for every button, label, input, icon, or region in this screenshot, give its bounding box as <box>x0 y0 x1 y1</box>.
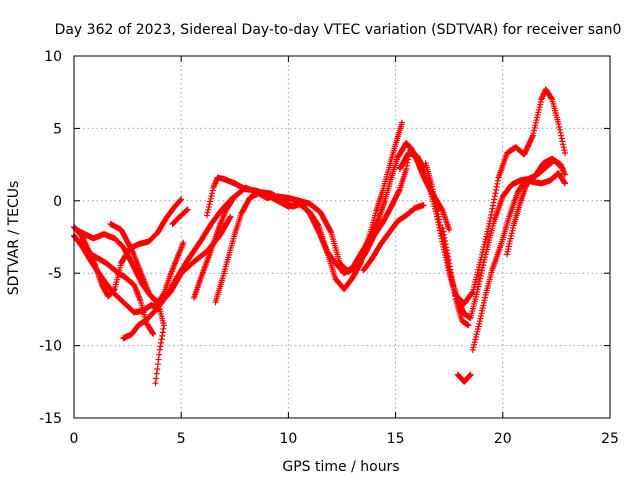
y-tick-label: -10 <box>39 339 62 355</box>
series-sat-g <box>169 206 191 227</box>
x-tick-label: 5 <box>177 431 186 447</box>
series-sat-b <box>71 232 167 387</box>
data-markers <box>71 86 568 387</box>
series-sat-p <box>469 170 568 353</box>
point-markers <box>439 225 472 329</box>
series-sat-e <box>107 221 187 307</box>
x-tick-label: 20 <box>494 431 512 447</box>
point-markers <box>169 206 191 227</box>
plot-frame <box>73 55 611 419</box>
series-sat-q <box>504 155 568 258</box>
point-markers <box>469 170 568 353</box>
x-tick-label: 25 <box>601 431 619 447</box>
point-markers <box>71 232 167 387</box>
x-axis-label: GPS time / hours <box>282 459 399 475</box>
axis-ticks: 0 5 10 15 20 25 -15 -10 -5 0 5 10 <box>39 49 619 447</box>
y-axis-label: SDTVAR / TECUs <box>6 181 22 296</box>
y-tick-label: 0 <box>53 194 62 210</box>
y-tick-label: 5 <box>53 121 62 137</box>
point-markers <box>107 221 187 307</box>
y-tick-label: -5 <box>48 266 62 282</box>
x-tick-label: 0 <box>70 431 79 447</box>
y-tick-label: -15 <box>39 411 62 427</box>
chart-title: Day 362 of 2023, Sidereal Day-to-day VTE… <box>55 22 622 38</box>
x-tick-label: 15 <box>387 431 405 447</box>
series-sat-o <box>454 371 474 385</box>
point-markers <box>454 371 474 385</box>
x-tick-label: 10 <box>279 431 297 447</box>
series-sat-f <box>120 194 236 342</box>
point-markers <box>360 202 427 274</box>
point-markers <box>504 155 568 258</box>
point-markers <box>120 194 236 342</box>
series-sat-k <box>360 202 427 274</box>
y-tick-label: 10 <box>44 49 62 65</box>
series-sat-n <box>439 225 472 329</box>
